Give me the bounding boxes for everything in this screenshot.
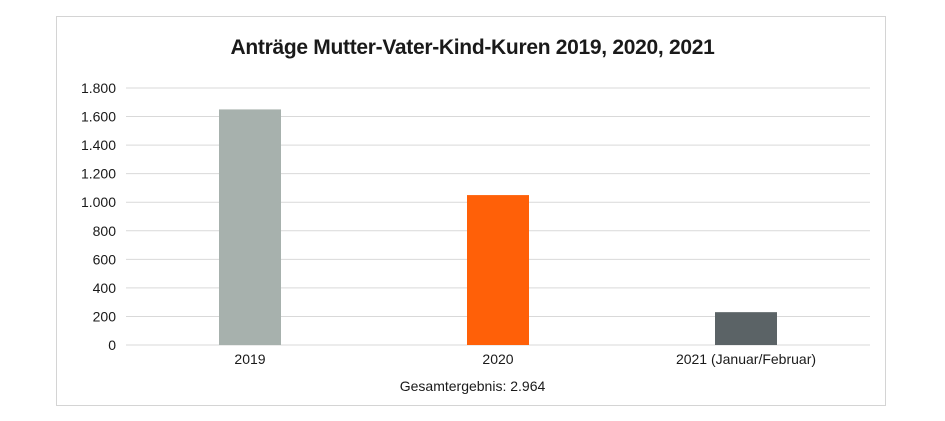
y-tick-label: 800 xyxy=(93,223,117,239)
y-tick-label: 1.200 xyxy=(81,166,116,182)
y-tick-label: 1.000 xyxy=(81,194,116,210)
x-tick-label: 2019 xyxy=(234,351,265,367)
bar-2021 xyxy=(715,312,777,345)
chart-footer-total: Gesamtergebnis: 2.964 xyxy=(399,378,546,394)
y-tick-label: 200 xyxy=(93,308,117,324)
y-tick-label: 400 xyxy=(93,280,117,296)
bar-2020 xyxy=(467,195,529,345)
y-tick-label: 1.400 xyxy=(81,137,116,153)
x-tick-label: 2021 (Januar/Februar) xyxy=(676,351,816,367)
y-tick-label: 0 xyxy=(108,337,116,353)
x-tick-label: 2020 xyxy=(482,351,513,367)
y-tick-label: 1.800 xyxy=(81,80,116,96)
bar-2019 xyxy=(219,109,281,346)
y-tick-label: 600 xyxy=(93,251,117,267)
y-tick-label: 1.600 xyxy=(81,109,116,125)
chart-title: Anträge Mutter-Vater-Kind-Kuren 2019, 20… xyxy=(230,36,715,59)
